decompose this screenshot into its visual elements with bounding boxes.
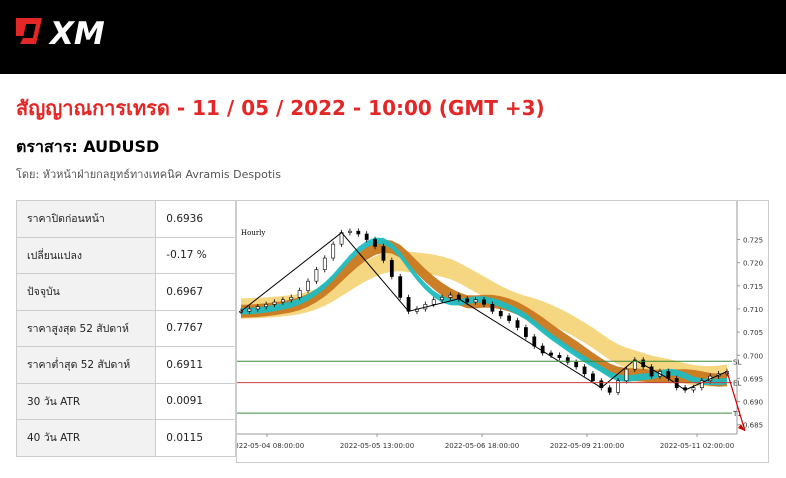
ribbon-inner — [241, 237, 727, 386]
stat-value: 0.0091 — [155, 382, 236, 420]
candle-body — [264, 304, 269, 307]
candle-body — [348, 230, 352, 233]
y-tick-label: 0.715 — [743, 283, 763, 291]
header-bar: XM — [0, 0, 786, 74]
stat-value: 0.0115 — [155, 419, 236, 457]
candle-body — [473, 299, 478, 303]
stat-value: 0.6911 — [155, 346, 236, 384]
stat-value: 0.6967 — [155, 273, 236, 311]
candle-body — [398, 276, 403, 298]
stat-label: 30 วัน ATR — [15, 382, 157, 420]
stat-value: -0.17 % — [155, 236, 236, 274]
candle-body — [591, 373, 595, 382]
candle-body — [515, 320, 520, 328]
y-tick-label: 0.705 — [743, 329, 763, 337]
candle-body — [289, 297, 294, 301]
candle-body — [582, 366, 587, 375]
ribbon-outer — [241, 250, 727, 387]
chart-svg: SL EL T1 0.725 0.720 0.715 0.710 0.705 0.700 0.69… — [230, 201, 763, 450]
candle-body — [699, 380, 704, 388]
candle-body — [356, 230, 361, 235]
candle-body — [523, 327, 528, 338]
stats-table: ราคาปิดก่อนหน้า 0.6936 เปลี่ยนแปลง -0.17 % ป… — [15, 200, 236, 457]
instrument-label: ตราสาร: AUDUSD — [16, 137, 160, 156]
level-label-el: EL — [733, 380, 741, 388]
candle-body — [482, 299, 486, 305]
svg-text:XM: XM — [48, 16, 105, 48]
xm-logo[interactable]: XM — [14, 14, 134, 48]
author-label: โดย: หัวหน้าฝ่ายกลยุทธ์ทางเทคนิค Avramis… — [16, 168, 281, 181]
price-chart: SL EL T1 0.725 0.720 0.715 0.710 0.705 0.700 0.69… — [230, 200, 769, 463]
stats-row: ราคาสูงสุด 52 สัปดาห์ 0.7767 — [15, 309, 236, 347]
zigzag-line — [240, 231, 728, 391]
candle-body — [607, 387, 612, 393]
candle-body — [448, 294, 453, 298]
candle-body — [557, 354, 562, 358]
candle-body — [540, 345, 545, 354]
candle-body — [322, 257, 327, 270]
x-tick-label: 2022-05-11 02:00:00 — [660, 442, 734, 450]
candle-body — [331, 243, 336, 259]
candle-body — [239, 310, 243, 313]
x-tick-label: 2022-05-04 08:00:00 — [237, 442, 304, 450]
y-tick-label: 0.725 — [743, 237, 763, 245]
stat-label: ราคาต่ำสุด 52 สัปดาห์ — [15, 346, 157, 384]
projection-arrow — [726, 371, 746, 432]
candle-body — [456, 294, 461, 300]
stats-row: 30 วัน ATR 0.0091 — [15, 382, 236, 420]
stat-label: ราคาสูงสุด 52 สัปดาห์ — [15, 309, 157, 347]
x-tick-label: 2022-05-05 13:00:00 — [340, 442, 414, 450]
candle-body — [255, 306, 260, 310]
candle-body — [272, 301, 277, 305]
stat-label: เปลี่ยนแปลง — [15, 236, 157, 274]
candle-body — [565, 357, 570, 363]
candle-body — [574, 361, 579, 368]
level-label-t1: T1 — [732, 410, 742, 418]
candle-body — [306, 280, 310, 291]
candle-body — [616, 380, 620, 393]
candle-body — [364, 233, 369, 240]
candle-body — [373, 239, 377, 247]
candle-body — [389, 260, 394, 277]
y-tick-label: 0.720 — [743, 260, 763, 268]
timeframe-label: Hourly — [241, 229, 265, 237]
stat-label: 40 วัน ATR — [15, 419, 157, 457]
stat-value: 0.7767 — [155, 309, 236, 347]
candle-body — [490, 304, 495, 312]
candle-body — [507, 315, 512, 321]
stats-row: เปลี่ยนแปลง -0.17 % — [15, 236, 236, 274]
candle-body — [297, 290, 302, 298]
level-label-sl: SL — [733, 358, 741, 366]
candle-body — [247, 308, 252, 312]
candle-body — [431, 299, 436, 305]
candle-body — [498, 310, 503, 317]
candle-body — [549, 352, 553, 356]
x-tick-label: 2022-05-06 18:00:00 — [445, 442, 519, 450]
candle-body — [440, 297, 445, 301]
stat-label: ปัจจุบัน — [15, 273, 157, 311]
y-tick-label: 0.700 — [743, 352, 763, 360]
candle-body — [465, 298, 470, 303]
stats-row: ราคาปิดก่อนหน้า 0.6936 — [15, 200, 236, 238]
candle-body — [649, 366, 654, 377]
y-tick-label: 0.690 — [743, 399, 763, 407]
stat-label: ราคาปิดก่อนหน้า — [15, 200, 157, 238]
candle-body — [314, 269, 319, 282]
candle-body — [381, 246, 386, 261]
candle-body — [280, 299, 285, 303]
y-tick-label: 0.695 — [743, 375, 763, 383]
candle-body — [691, 387, 696, 391]
stats-row: ปัจจุบัน 0.6967 — [15, 273, 236, 311]
stats-row: 40 วัน ATR 0.0115 — [15, 419, 236, 457]
y-tick-label: 0.685 — [743, 422, 763, 430]
x-tick-label: 2022-05-09 21:00:00 — [550, 442, 624, 450]
stats-row: ราคาต่ำสุด 52 สัปดาห์ 0.6911 — [15, 346, 236, 384]
y-tick-label: 0.710 — [743, 306, 763, 314]
stat-value: 0.6936 — [155, 200, 236, 238]
page-title: สัญญาณการเทรด - 11 / 05 / 2022 - 10:00 (… — [16, 96, 545, 120]
projection-arrowhead — [738, 424, 745, 431]
candle-body — [624, 368, 629, 382]
